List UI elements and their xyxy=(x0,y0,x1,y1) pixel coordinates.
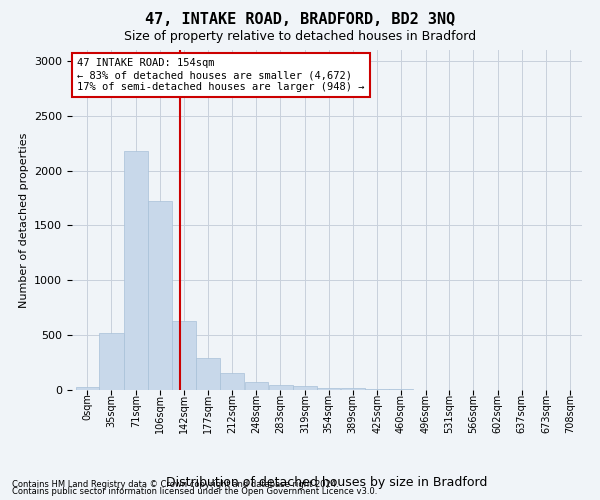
Bar xyxy=(365,389,389,390)
Text: 212sqm: 212sqm xyxy=(227,394,237,433)
Text: 177sqm: 177sqm xyxy=(203,394,213,433)
Text: 142sqm: 142sqm xyxy=(179,394,189,432)
Text: 531sqm: 531sqm xyxy=(445,394,454,432)
Bar xyxy=(317,388,340,390)
Text: 566sqm: 566sqm xyxy=(468,394,478,432)
Text: 425sqm: 425sqm xyxy=(372,394,382,433)
Bar xyxy=(245,382,268,390)
Bar xyxy=(76,388,99,390)
Bar xyxy=(341,388,365,390)
Text: 248sqm: 248sqm xyxy=(251,394,262,432)
Text: 71sqm: 71sqm xyxy=(131,394,141,426)
Y-axis label: Number of detached properties: Number of detached properties xyxy=(19,132,29,308)
Text: 354sqm: 354sqm xyxy=(324,394,334,432)
Text: Contains public sector information licensed under the Open Government Licence v3: Contains public sector information licen… xyxy=(12,487,377,496)
Bar xyxy=(269,385,293,390)
Text: Size of property relative to detached houses in Bradford: Size of property relative to detached ho… xyxy=(124,30,476,43)
Text: 0sqm: 0sqm xyxy=(82,394,92,420)
Text: 319sqm: 319sqm xyxy=(300,394,310,432)
Bar xyxy=(220,373,244,390)
Text: 283sqm: 283sqm xyxy=(275,394,285,432)
Bar xyxy=(172,321,196,390)
Bar xyxy=(196,358,220,390)
X-axis label: Distribution of detached houses by size in Bradford: Distribution of detached houses by size … xyxy=(166,476,488,489)
Text: 35sqm: 35sqm xyxy=(106,394,116,426)
Text: 708sqm: 708sqm xyxy=(565,394,575,432)
Text: 106sqm: 106sqm xyxy=(155,394,164,432)
Bar xyxy=(148,201,172,390)
Text: 637sqm: 637sqm xyxy=(517,394,527,432)
Text: Contains HM Land Registry data © Crown copyright and database right 2024.: Contains HM Land Registry data © Crown c… xyxy=(12,480,338,489)
Bar xyxy=(293,386,317,390)
Text: 47 INTAKE ROAD: 154sqm
← 83% of detached houses are smaller (4,672)
17% of semi-: 47 INTAKE ROAD: 154sqm ← 83% of detached… xyxy=(77,58,365,92)
Text: 602sqm: 602sqm xyxy=(493,394,503,432)
Text: 47, INTAKE ROAD, BRADFORD, BD2 3NQ: 47, INTAKE ROAD, BRADFORD, BD2 3NQ xyxy=(145,12,455,28)
Text: 496sqm: 496sqm xyxy=(421,394,431,432)
Bar xyxy=(124,152,148,390)
Text: 460sqm: 460sqm xyxy=(396,394,406,432)
Text: 389sqm: 389sqm xyxy=(347,394,358,432)
Text: 673sqm: 673sqm xyxy=(541,394,551,432)
Bar xyxy=(100,333,124,390)
